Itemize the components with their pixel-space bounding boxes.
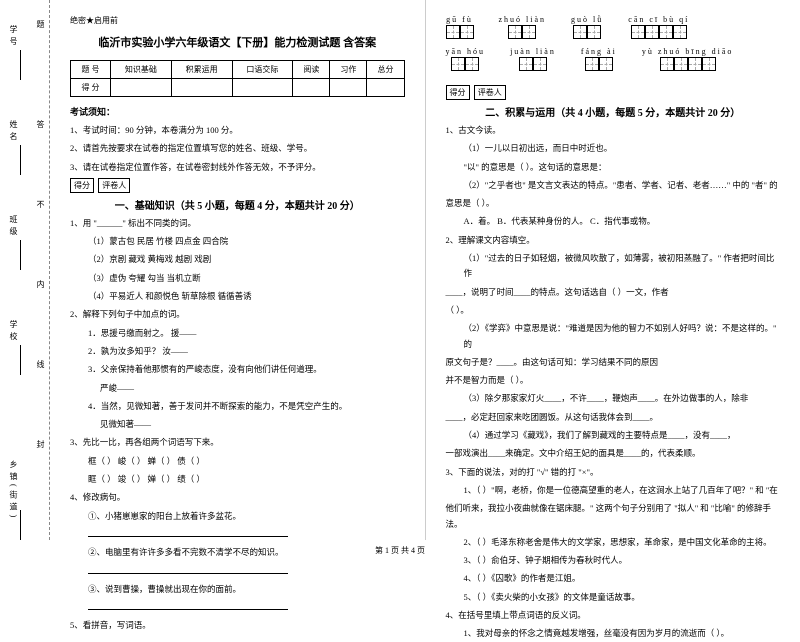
score-box: 得分 [70,178,94,193]
char-cell [573,25,587,39]
char-cell [585,57,599,71]
score-table: 题 号 知识基础 积累运用 口语交际 阅读 习作 总分 得 分 [70,60,405,97]
pinyin-block: juàn liàn [510,47,556,73]
pinyin-block: yān hóu [446,47,486,73]
char-cell [519,57,533,71]
section2-head: 二、积累与运用（共 4 小题，每题 5 分，本题共计 20 分） [446,104,781,119]
grader-box: 评卷人 [98,178,130,193]
char-cell [460,25,474,39]
pinyin-block: guò lǜ [571,15,603,41]
grader-box: 评卷人 [474,85,506,100]
label-school: 学校 [8,320,19,344]
notice-head: 考试须知： [70,105,405,118]
char-cell [522,25,536,39]
char-cell [660,57,674,71]
char-cell [673,25,687,39]
pinyin-block: gū fù [446,15,474,41]
char-cell [631,25,645,39]
char-cell [688,57,702,71]
pinyin-row-2: yān hóu juàn liàn fáng ài yù zhuó bīng diāo [446,47,781,73]
char-cell [465,57,479,71]
score-box: 得分 [446,85,470,100]
char-cell [702,57,716,71]
exam-title: 临沂市实验小学六年级语文【下册】能力检测试题 含答案 [70,34,405,50]
char-cell [446,25,460,39]
pinyin-block: zhuó liàn [499,15,547,41]
label-name: 姓名 [8,120,19,144]
secret-label: 绝密★启用前 [70,15,405,26]
char-cell [659,25,673,39]
pinyin-block: cān cī bù qí [628,15,689,41]
pinyin-block: yù zhuó bīng diāo [642,47,734,73]
char-cell [599,57,613,71]
left-column: 绝密★启用前 临沂市实验小学六年级语文【下册】能力检测试题 含答案 题 号 知识… [50,0,425,540]
label-class: 班级 [8,215,19,239]
label-town: 乡镇(街道) [8,460,19,521]
right-column: gū fù zhuó liàn guò lǜ cān cī bù qí yān hóu… [426,0,800,540]
char-cell [533,57,547,71]
char-cell [674,57,688,71]
binding-margin: 学号 姓名 班级 学校 乡镇(街道) 题 答 不 内 线 封 [0,0,50,540]
pinyin-row-1: gū fù zhuó liàn guò lǜ cān cī bù qí [446,15,781,41]
label-studentno: 学号 [8,25,19,49]
section1-head: 一、基础知识（共 5 小题，每题 4 分，本题共计 20 分） [70,197,405,212]
pinyin-block: fáng ài [581,47,617,73]
char-cell [508,25,522,39]
char-cell [451,57,465,71]
char-cell [587,25,601,39]
char-cell [645,25,659,39]
